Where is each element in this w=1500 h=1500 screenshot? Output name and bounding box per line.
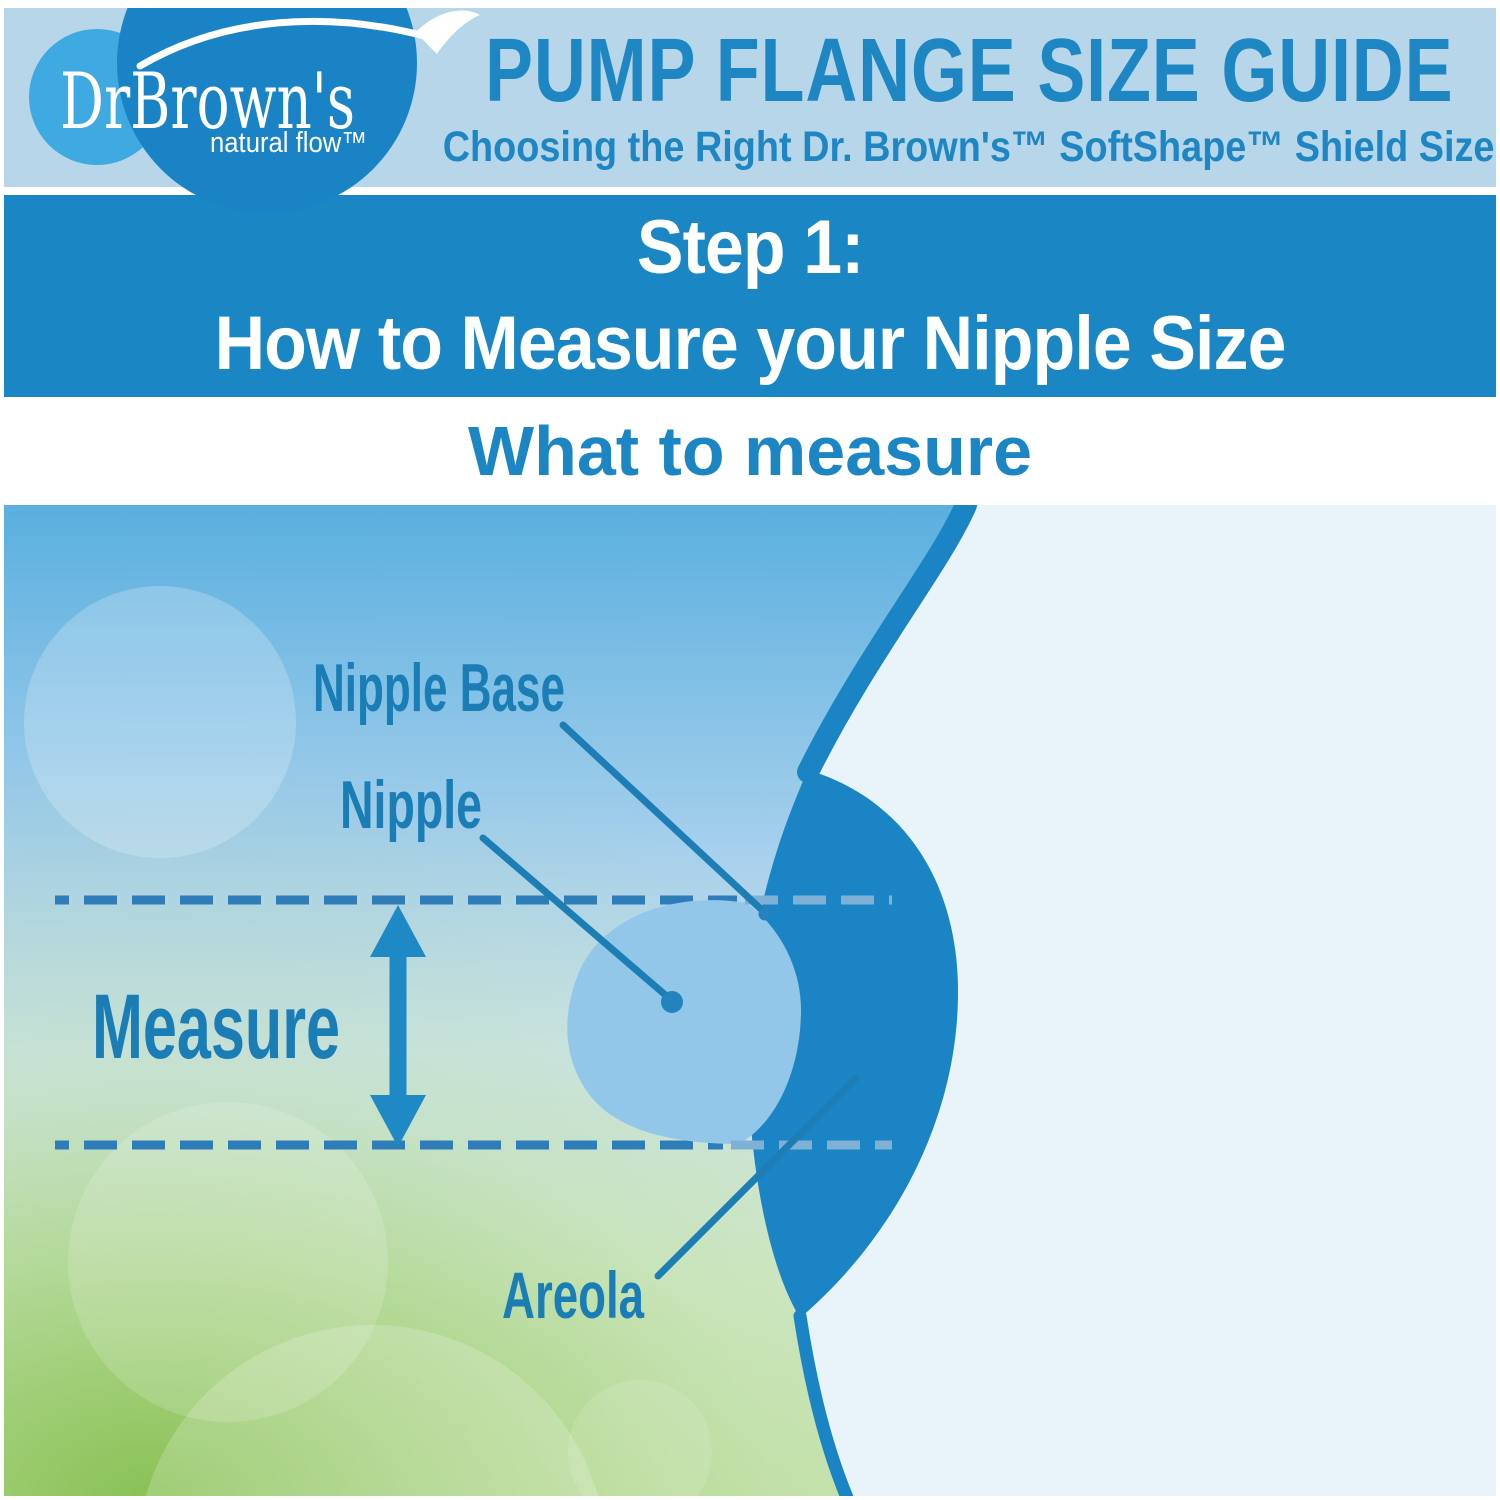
logo-tagline: natural flow™ bbox=[210, 127, 367, 159]
nipple-dot bbox=[661, 991, 683, 1013]
label-nipple: Nipple bbox=[340, 767, 482, 843]
page-title: PUMP FLANGE SIZE GUIDE bbox=[484, 21, 1454, 121]
bokeh-circle bbox=[568, 1380, 712, 1500]
step-banner: Step 1: How to Measure your Nipple Size bbox=[0, 195, 1500, 397]
label-nipple-base: Nipple Base bbox=[313, 650, 565, 726]
bokeh-circle bbox=[144, 1325, 600, 1500]
measure-arrow-icon bbox=[370, 905, 426, 1147]
bokeh-circle bbox=[24, 586, 296, 858]
areola-shape bbox=[747, 770, 958, 1318]
logo-wordmark: DrBrown's bbox=[60, 57, 355, 147]
bokeh-circle bbox=[68, 1102, 388, 1422]
section-heading-band: What to measure bbox=[0, 397, 1500, 505]
logo-swoosh-icon bbox=[136, 17, 436, 70]
nipple-base-dot bbox=[758, 907, 772, 921]
step-banner-line2: How to Measure your Nipple Size bbox=[214, 301, 1287, 386]
diagram-svg: Nipple Base Nipple Measure Areola bbox=[4, 505, 1496, 1500]
logo: DrBrown's natural flow™ bbox=[29, 0, 480, 213]
step-banner-line1: Step 1: bbox=[636, 205, 865, 290]
leader-line-nipple bbox=[479, 834, 674, 1003]
page-subtitle: Choosing the Right Dr. Brown's™ SoftShap… bbox=[443, 123, 1495, 171]
leader-line-nipple-base bbox=[559, 721, 767, 915]
logo-swoosh-leaf-icon bbox=[416, 10, 480, 54]
breast-contour-top bbox=[797, 505, 977, 783]
breast-contour-bottom bbox=[793, 1309, 855, 1500]
leader-line-areola bbox=[654, 1074, 860, 1280]
label-areola: Areola bbox=[502, 1258, 645, 1332]
logo-circle-dark bbox=[117, 0, 417, 213]
section-heading: What to measure bbox=[468, 412, 1032, 490]
label-measure: Measure bbox=[92, 976, 340, 1078]
breast-area bbox=[800, 505, 1496, 1500]
header-titles: PUMP FLANGE SIZE GUIDE Choosing the Righ… bbox=[440, 8, 1498, 187]
diagram: Nipple Base Nipple Measure Areola bbox=[4, 505, 1496, 1500]
